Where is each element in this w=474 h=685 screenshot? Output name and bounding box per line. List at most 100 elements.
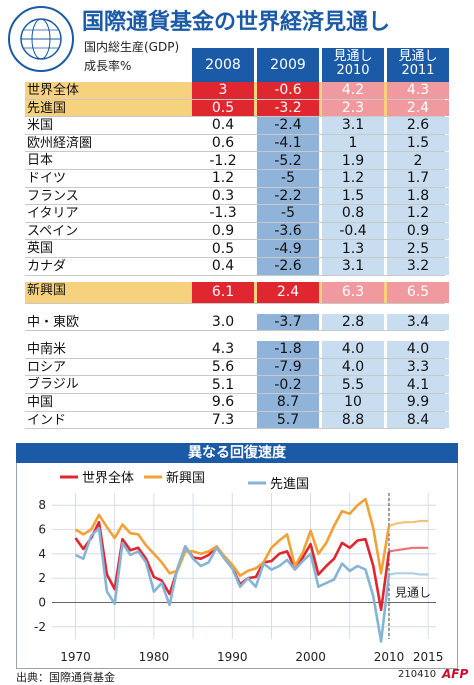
recovery-line-chart: 8 6 4 2 0 -2 1970 1980 1990 2000 2010 2015 見通し 世界全体 新興… [34, 470, 444, 664]
region-label: 英国 [27, 241, 54, 257]
y-tick-label: 0 [38, 596, 46, 610]
growth-cell: 4.2 [322, 82, 384, 99]
growth-cell: 0.4 [192, 117, 254, 134]
region-label: ロシア [27, 359, 67, 375]
growth-cell: 0.3 [192, 187, 254, 205]
table-row: カナダ 0.4 -2.6 3.1 3.2 [25, 257, 449, 276]
growth-cell: 3 [192, 82, 254, 99]
growth-cell: 2 [387, 152, 449, 169]
growth-cell: -2.6 [257, 257, 319, 275]
growth-cell: -5.2 [257, 152, 319, 169]
table-row: イタリア -1.3 -5 0.8 1.2 [25, 205, 449, 223]
growth-cell: 0.9 [192, 222, 254, 240]
row-spacer [25, 331, 445, 341]
growth-cell: 7.3 [192, 411, 254, 429]
growth-cell: 0.9 [387, 222, 449, 240]
growth-cell: 0.6 [192, 134, 254, 152]
growth-cell: 0.8 [322, 205, 384, 222]
y-tick-label: 8 [38, 498, 46, 512]
region-label: カナダ [27, 258, 67, 274]
x-tick-label: 1980 [139, 650, 170, 664]
growth-cell: -3.2 [257, 99, 319, 117]
table-row: フランス 0.3 -2.2 1.5 1.8 [25, 187, 449, 206]
afp-credit: AFP [442, 667, 469, 681]
table-row: 英国 0.5 -4.9 1.3 2.5 [25, 240, 449, 258]
region-label: 世界全体 [27, 83, 80, 98]
year-header-2010: 見通し 2010 [322, 48, 384, 82]
growth-table: 世界全体 3 -0.6 4.2 4.3 先進国 0.5 -3.2 2.3 2.4 米国 0.4 -2.4… [25, 82, 449, 430]
table-row: ロシア 5.6 -7.9 4.0 3.3 [25, 358, 449, 377]
table-row: 中国 9.6 8.7 10 9.9 [25, 393, 449, 412]
table-row: 先進国 0.5 -3.2 2.3 2.4 [25, 99, 449, 118]
growth-cell: -0.2 [257, 376, 319, 393]
growth-cell: 2.8 [322, 313, 384, 331]
growth-cell: -4.9 [257, 240, 319, 257]
year-header-2011: 見通し 2011 [387, 48, 449, 82]
growth-cell: 4.0 [322, 341, 384, 358]
growth-cell: 8.7 [257, 393, 319, 411]
growth-cell: 1.2 [322, 169, 384, 187]
growth-cell: -2.4 [257, 117, 319, 134]
growth-rate-label: 成長率% [84, 59, 132, 73]
growth-cell: 4.3 [387, 82, 449, 99]
row-spacer [25, 304, 445, 314]
growth-cell: 3.3 [387, 358, 449, 376]
growth-cell: 0.4 [192, 257, 254, 275]
growth-cell: -3.6 [257, 222, 319, 240]
growth-cell: 4.0 [387, 341, 449, 358]
table-row: インド 7.3 5.7 8.8 8.4 [25, 411, 449, 430]
year-header-2008: 2008 [192, 48, 254, 82]
growth-cell: 1.5 [387, 134, 449, 152]
legend-label: 新興国 [166, 470, 205, 486]
legend-label: 先進国 [270, 477, 309, 492]
growth-cell: 1.7 [387, 169, 449, 187]
region-label: 中・東欧 [27, 314, 80, 330]
growth-cell: 3.0 [192, 313, 254, 331]
growth-cell: 2.4 [257, 281, 319, 303]
growth-cell: -1.8 [257, 341, 319, 358]
growth-cell: -1.2 [192, 152, 254, 169]
growth-cell: 0.5 [192, 99, 254, 117]
y-tick-label: 2 [38, 571, 46, 585]
growth-cell: 1.8 [387, 187, 449, 205]
region-label: スペイン [27, 223, 79, 239]
growth-cell: 3.2 [387, 257, 449, 275]
page-title: 国際通貨基金の世界経済見通し [82, 10, 391, 35]
y-tick-label: -2 [34, 620, 46, 634]
series-projection-line [388, 546, 429, 553]
table-row: 中南米 4.3 -1.8 4.0 4.0 [25, 341, 449, 359]
gdp-label: 国内総生産(GDP) [84, 40, 180, 54]
growth-cell: 2.5 [387, 240, 449, 257]
year-header-2009: 2009 [257, 48, 319, 82]
series-projection-line [388, 572, 429, 576]
growth-cell: -3.7 [257, 313, 319, 331]
growth-cell: -1.3 [192, 205, 254, 222]
growth-cell: 1.2 [192, 169, 254, 187]
legend-label: 世界全体 [82, 470, 134, 486]
table-row: スペイン 0.9 -3.6 -0.4 0.9 [25, 222, 449, 241]
growth-cell: 8.4 [387, 411, 449, 429]
growth-cell: 8.8 [322, 411, 384, 429]
growth-cell: 5.6 [192, 358, 254, 376]
x-tick-label: 2000 [295, 650, 326, 664]
x-tick-label: 2015 [413, 650, 444, 664]
chart-title: 異なる回復速度 [16, 443, 458, 463]
growth-cell: 1.3 [322, 240, 384, 257]
growth-cell: 1.5 [322, 187, 384, 205]
growth-cell: 10 [322, 393, 384, 411]
table-row: 米国 0.4 -2.4 3.1 2.6 [25, 117, 449, 135]
series-projection-line [388, 519, 429, 527]
region-label: 日本 [27, 153, 54, 169]
y-tick-label: 4 [38, 547, 46, 561]
growth-cell: 5.5 [322, 376, 384, 393]
region-label: ドイツ [27, 170, 67, 186]
table-row: ドイツ 1.2 -5 1.2 1.7 [25, 169, 449, 188]
imf-logo [6, 4, 76, 78]
growth-cell: 4.0 [322, 358, 384, 376]
region-label: イタリア [27, 206, 79, 222]
table-row: 欧州経済圏 0.6 -4.1 1 1.5 [25, 134, 449, 153]
growth-cell: 5.1 [192, 376, 254, 393]
growth-cell: 5.7 [257, 411, 319, 429]
growth-cell: 4.3 [192, 341, 254, 358]
region-label: 中国 [27, 394, 54, 410]
